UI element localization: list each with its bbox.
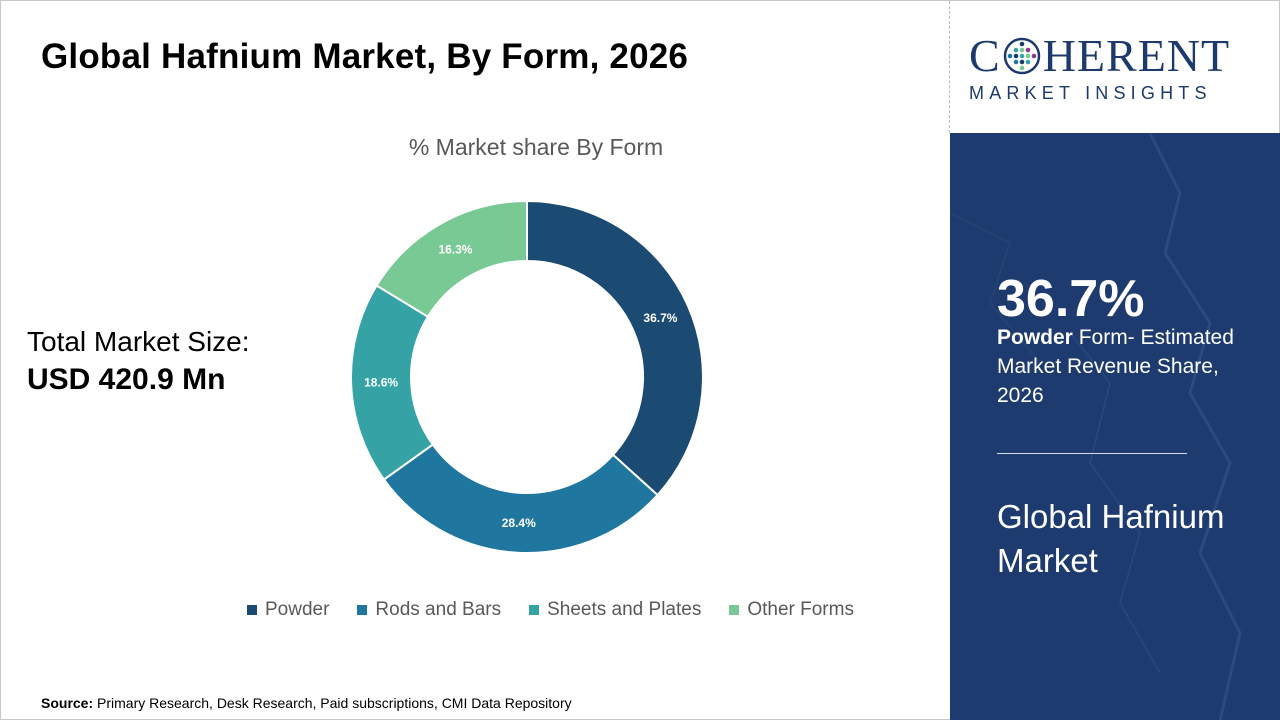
divider — [949, 1, 950, 133]
legend-item: Sheets and Plates — [529, 599, 701, 621]
map-texture — [950, 133, 1242, 720]
company-logo: C HERENT MARKET INSIGHTS — [969, 33, 1265, 104]
donut-data-label: 36.7% — [643, 311, 677, 325]
total-market-size-value: USD 420.9 Mn — [27, 363, 226, 396]
globe-dot — [1031, 53, 1036, 59]
legend-label: Powder — [265, 599, 330, 620]
logo-wordmark: C HERENT — [969, 33, 1265, 79]
donut-data-label: 16.3% — [438, 243, 472, 257]
logo-letters: HERENT — [1042, 30, 1231, 81]
panel-divider — [997, 453, 1187, 454]
donut-data-label: 18.6% — [364, 376, 398, 390]
legend-swatch — [357, 605, 368, 615]
globe-dots-icon — [1003, 37, 1040, 75]
donut-slice-rods-and-bars — [382, 443, 659, 554]
source-text: Primary Research, Desk Research, Paid su… — [93, 695, 572, 711]
donut-chart: 36.7% 28.4% 18.6% 16.3% — [350, 199, 704, 554]
source-note: Source: Primary Research, Desk Research,… — [41, 695, 572, 711]
total-market-size-label: Total Market Size: — [27, 326, 250, 357]
page-title: Global Hafnium Market, By Form, 2026 — [41, 37, 689, 76]
globe-dot — [1019, 53, 1024, 59]
donut-slice-other-forms — [375, 199, 528, 319]
legend-item: Powder — [247, 599, 329, 621]
legend-label: Sheets and Plates — [547, 599, 702, 620]
globe-dot — [1019, 47, 1024, 53]
legend-label: Other Forms — [747, 599, 854, 620]
chart-title: % Market share By Form — [408, 134, 664, 160]
globe-dot — [1019, 59, 1024, 65]
logo-letter-c: C — [969, 30, 1001, 81]
globe-dot — [1013, 53, 1018, 59]
donut-data-label: 28.4% — [502, 516, 536, 530]
legend-swatch — [247, 605, 257, 615]
globe-dot — [1007, 53, 1012, 59]
legend-swatch — [529, 605, 540, 615]
highlight-description-text: Form- Estimated Market Revenue Share, 20… — [997, 326, 1234, 407]
legend-item: Other Forms — [729, 599, 854, 621]
legend-swatch — [729, 605, 740, 615]
logo-tagline: MARKET INSIGHTS — [969, 83, 1212, 103]
globe-dot — [1025, 59, 1030, 65]
highlight-description: Powder Form- Estimated Market Revenue Sh… — [997, 323, 1257, 410]
globe-dot — [1025, 53, 1030, 59]
globe-dot — [1019, 41, 1024, 47]
donut-slice-powder — [526, 199, 704, 497]
market-name: Global Hafnium Market — [997, 498, 1225, 579]
globe-dot — [1013, 59, 1018, 65]
legend-item: Rods and Bars — [357, 599, 501, 621]
highlight-stat: 36.7% — [997, 270, 1145, 328]
globe-dot — [1013, 47, 1018, 53]
legend-label: Rods and Bars — [375, 599, 502, 620]
highlight-segment: Powder — [997, 326, 1073, 349]
chart-legend: Powder Rods and Bars Sheets and Plates Othe… — [247, 599, 854, 621]
globe-dot — [1019, 65, 1024, 71]
highlight-panel: 36.7% Powder Form- Estimated Market Reve… — [950, 133, 1280, 720]
globe-dot — [1025, 47, 1030, 53]
source-label: Source: — [41, 695, 94, 711]
